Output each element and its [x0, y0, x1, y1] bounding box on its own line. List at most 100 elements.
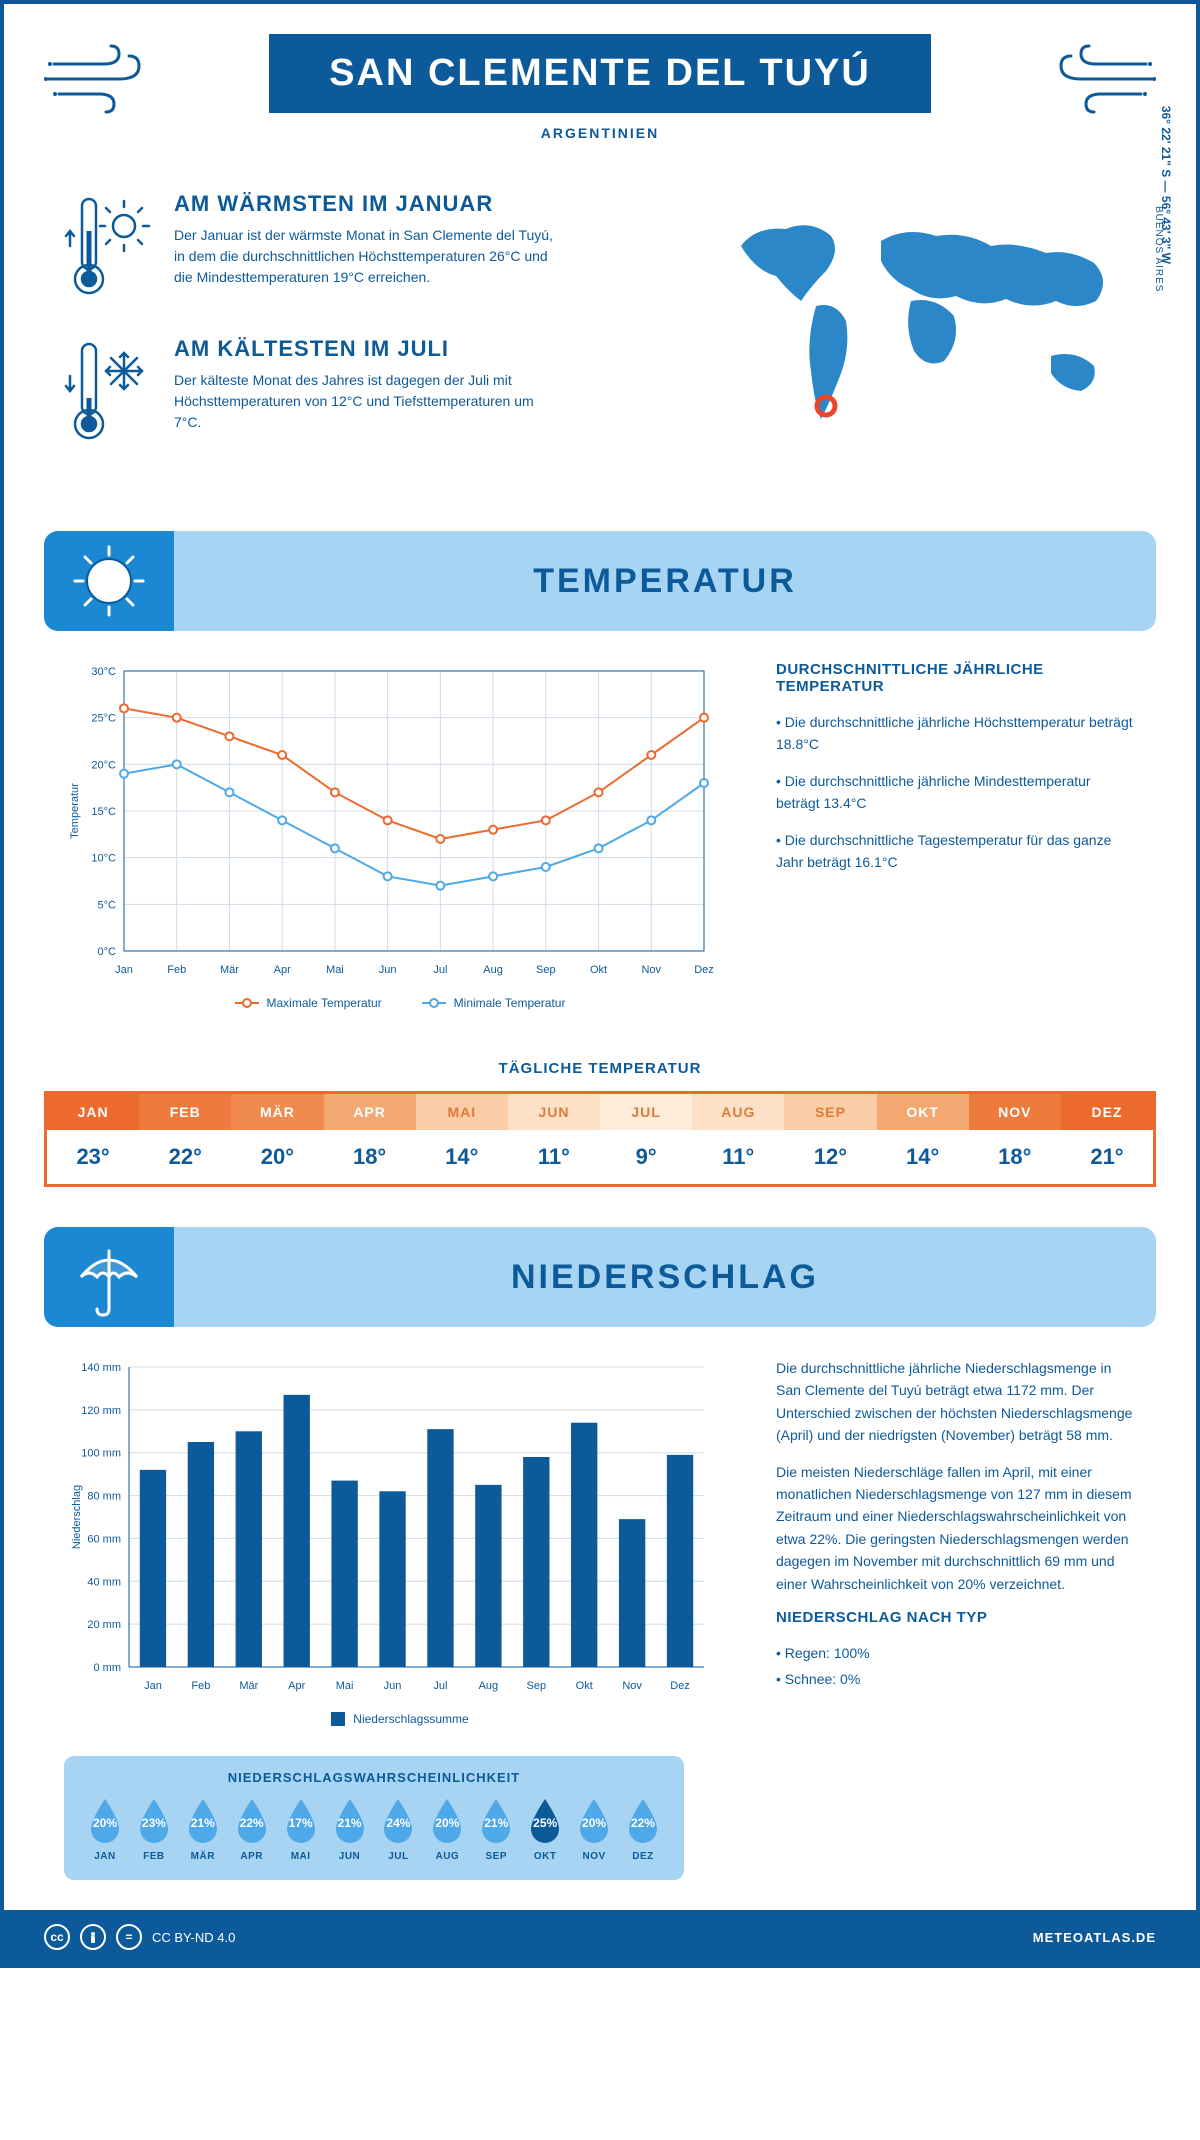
svg-text:Feb: Feb	[167, 964, 186, 976]
raindrop-icon: 25%	[525, 1797, 565, 1845]
raindrop-icon: 21%	[330, 1797, 370, 1845]
temp-table-col: FEB 22°	[139, 1094, 231, 1184]
precip-prob-value: 20%	[435, 1816, 459, 1830]
page-title: SAN CLEMENTE DEL TUYÚ	[269, 34, 931, 113]
temp-table-value: 9°	[600, 1130, 692, 1184]
svg-text:Jul: Jul	[433, 1680, 447, 1692]
temp-info-bullet: • Die durchschnittliche Tagestemperatur …	[776, 829, 1136, 874]
precip-row: 0 mm20 mm40 mm60 mm80 mm100 mm120 mm140 …	[4, 1357, 1196, 1746]
temp-table-month: JUN	[508, 1094, 600, 1130]
svg-text:Apr: Apr	[288, 1680, 305, 1692]
temp-table-month: MAI	[416, 1094, 508, 1130]
svg-text:Dez: Dez	[694, 964, 714, 976]
precip-prob-month: NOV	[571, 1851, 617, 1862]
svg-text:60 mm: 60 mm	[87, 1533, 121, 1545]
warmest-title: AM WÄRMSTEN IM JANUAR	[174, 191, 554, 217]
svg-text:80 mm: 80 mm	[87, 1491, 121, 1503]
precip-prob-month: MÄR	[180, 1851, 226, 1862]
precip-prob-item: 23% FEB	[131, 1797, 177, 1862]
legend-max: Maximale Temperatur	[267, 996, 382, 1010]
temp-table-value: 20°	[231, 1130, 323, 1184]
svg-text:120 mm: 120 mm	[81, 1405, 121, 1417]
temp-table-value: 18°	[324, 1130, 416, 1184]
temp-table-value: 12°	[784, 1130, 876, 1184]
temp-table-col: NOV 18°	[969, 1094, 1061, 1184]
temp-table-value: 18°	[969, 1130, 1061, 1184]
precip-prob-item: 20% AUG	[424, 1797, 470, 1862]
temp-table-col: MAI 14°	[416, 1094, 508, 1184]
svg-text:Feb: Feb	[191, 1680, 210, 1692]
precip-prob-item: 25% OKT	[522, 1797, 568, 1862]
page: SAN CLEMENTE DEL TUYÚ ARGENTINIEN	[0, 0, 1200, 1968]
temperature-chart: 0°C5°C10°C15°C20°C25°C30°CJanFebMärAprMa…	[64, 661, 736, 1010]
precip-prob-value: 17%	[289, 1816, 313, 1830]
country-label: ARGENTINIEN	[541, 125, 659, 141]
svg-text:Jun: Jun	[379, 964, 397, 976]
precip-prob-month: OKT	[522, 1851, 568, 1862]
svg-text:30°C: 30°C	[91, 666, 116, 678]
temp-table-value: 11°	[692, 1130, 784, 1184]
svg-text:Mär: Mär	[220, 964, 239, 976]
coldest-title: AM KÄLTESTEN IM JULI	[174, 336, 554, 362]
temperature-legend: Maximale Temperatur Minimale Temperatur	[64, 996, 736, 1010]
svg-text:Aug: Aug	[479, 1680, 499, 1692]
header: SAN CLEMENTE DEL TUYÚ ARGENTINIEN	[4, 4, 1196, 161]
svg-text:25°C: 25°C	[91, 713, 116, 725]
coordinates: 36° 22' 21" S — 56° 43' 3" W	[1159, 106, 1173, 264]
raindrop-icon: 22%	[232, 1797, 272, 1845]
svg-text:Jan: Jan	[144, 1680, 162, 1692]
temp-table-col: SEP 12°	[784, 1094, 876, 1184]
temp-table-value: 14°	[416, 1130, 508, 1184]
precip-prob-item: 20% NOV	[571, 1797, 617, 1862]
temp-table-month: FEB	[139, 1094, 231, 1130]
precip-chart: 0 mm20 mm40 mm60 mm80 mm100 mm120 mm140 …	[64, 1357, 736, 1726]
svg-text:Sep: Sep	[527, 1680, 547, 1692]
svg-text:20 mm: 20 mm	[87, 1619, 121, 1631]
precip-prob-value: 23%	[142, 1816, 166, 1830]
temp-table-value: 14°	[877, 1130, 969, 1184]
precip-prob-value: 22%	[240, 1816, 264, 1830]
temp-table-value: 23°	[47, 1130, 139, 1184]
brand: METEOATLAS.DE	[1033, 1930, 1156, 1945]
daily-temp-title: TÄGLICHE TEMPERATUR	[4, 1060, 1196, 1077]
precip-prob-month: AUG	[424, 1851, 470, 1862]
temp-table-month: SEP	[784, 1094, 876, 1130]
precip-prob-value: 21%	[338, 1816, 362, 1830]
temp-table-value: 21°	[1061, 1130, 1153, 1184]
temp-table-col: MÄR 20°	[231, 1094, 323, 1184]
raindrop-icon: 20%	[85, 1797, 125, 1845]
precip-prob-value: 21%	[484, 1816, 508, 1830]
wind-icon	[44, 44, 154, 119]
thermometer-snow-icon	[64, 336, 154, 451]
precip-title: NIEDERSCHLAG	[174, 1258, 1156, 1297]
precip-prob-value: 20%	[582, 1816, 606, 1830]
daily-temp-table: JAN 23°FEB 22°MÄR 20°APR 18°MAI 14°JUN 1…	[44, 1091, 1156, 1187]
svg-text:10°C: 10°C	[91, 853, 116, 865]
temp-table-month: JUL	[600, 1094, 692, 1130]
precip-prob-title: NIEDERSCHLAGSWAHRSCHEINLICHKEIT	[82, 1770, 666, 1785]
svg-text:Okt: Okt	[576, 1680, 593, 1692]
temp-table-col: DEZ 21°	[1061, 1094, 1153, 1184]
svg-text:Temperatur: Temperatur	[69, 783, 81, 839]
svg-text:Sep: Sep	[536, 964, 556, 976]
temp-table-month: NOV	[969, 1094, 1061, 1130]
svg-text:100 mm: 100 mm	[81, 1448, 121, 1460]
sun-icon	[44, 531, 174, 631]
precip-section-header: NIEDERSCHLAG	[44, 1227, 1156, 1327]
temp-table-col: AUG 11°	[692, 1094, 784, 1184]
precip-prob-item: 21% JUN	[327, 1797, 373, 1862]
precip-prob-month: JAN	[82, 1851, 128, 1862]
temp-table-month: DEZ	[1061, 1094, 1153, 1130]
raindrop-icon: 24%	[378, 1797, 418, 1845]
svg-text:15°C: 15°C	[91, 806, 116, 818]
cc-icon: cc	[44, 1924, 70, 1950]
temp-table-month: APR	[324, 1094, 416, 1130]
nd-icon: =	[116, 1924, 142, 1950]
raindrop-icon: 21%	[183, 1797, 223, 1845]
temp-table-value: 22°	[139, 1130, 231, 1184]
temperature-info: DURCHSCHNITTLICHE JÄHRLICHE TEMPERATUR •…	[776, 661, 1136, 1010]
precip-prob-month: SEP	[473, 1851, 519, 1862]
precip-legend: Niederschlagssumme	[64, 1712, 736, 1726]
temp-table-value: 11°	[508, 1130, 600, 1184]
svg-text:Mai: Mai	[336, 1680, 354, 1692]
